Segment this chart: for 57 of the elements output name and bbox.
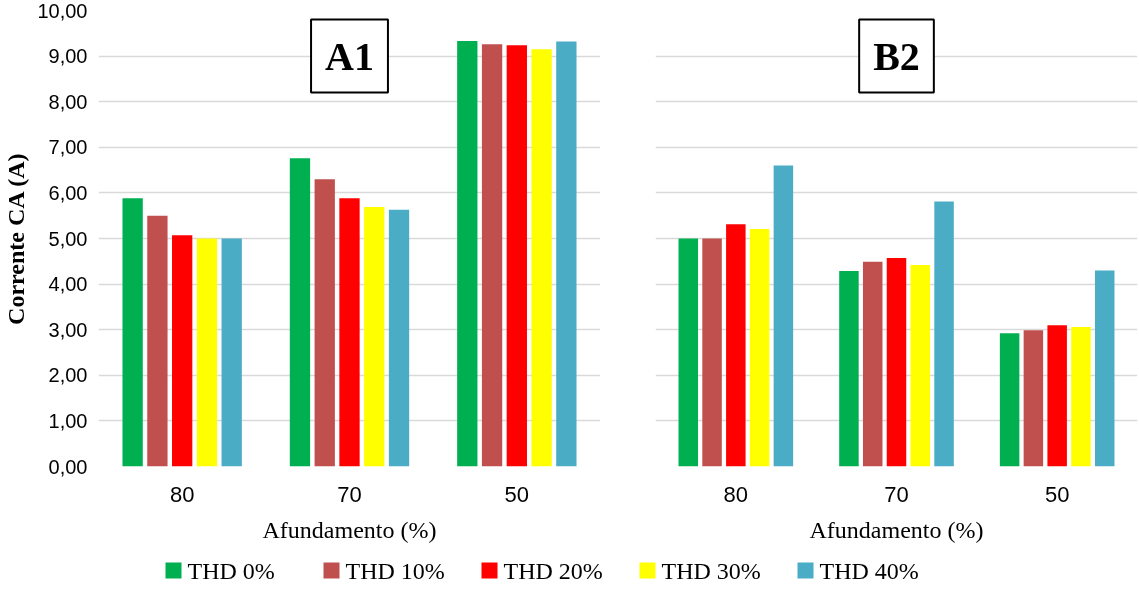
bar xyxy=(702,238,722,467)
y-tick-label: 3,00 xyxy=(48,318,88,341)
text: A1 xyxy=(325,33,374,79)
bar xyxy=(773,165,794,467)
x-axis-title: Afundamento (%) xyxy=(809,516,984,543)
bar xyxy=(678,238,699,467)
bar xyxy=(122,198,143,467)
x-tick-label: 50 xyxy=(504,481,530,507)
y-tick-label: 6,00 xyxy=(48,181,88,204)
bar xyxy=(999,333,1020,467)
legend-label: THD 30% xyxy=(661,557,761,584)
bar xyxy=(506,45,527,467)
y-tick-label: 4,00 xyxy=(48,273,88,296)
x-tick-label: 80 xyxy=(169,481,195,507)
bar xyxy=(147,215,168,467)
bar xyxy=(749,228,770,467)
y-tick-label: 1,00 xyxy=(48,409,88,432)
text: B2 xyxy=(873,33,920,79)
y-tick-label: 10,00 xyxy=(37,0,88,22)
x-axis-title: Afundamento (%) xyxy=(262,516,437,543)
bar xyxy=(862,261,883,467)
legend-label: THD 10% xyxy=(345,557,445,584)
bar xyxy=(314,179,335,467)
bar xyxy=(726,224,746,467)
x-tick-label: 50 xyxy=(1044,481,1070,507)
bar xyxy=(172,235,193,467)
y-axis-title: Corrente CA (A) xyxy=(3,153,30,325)
y-tick-label: 5,00 xyxy=(48,227,88,250)
bar xyxy=(531,49,552,467)
x-tick-label: 80 xyxy=(723,481,749,507)
x-tick-label: 70 xyxy=(884,481,909,507)
bar xyxy=(481,44,503,467)
y-tick-label: 7,00 xyxy=(48,136,88,159)
bar xyxy=(1071,326,1091,467)
bar xyxy=(1047,325,1067,467)
y-tick-label: 0,00 xyxy=(48,455,88,478)
bar xyxy=(289,158,311,467)
bar xyxy=(221,238,242,467)
bar xyxy=(839,270,859,467)
bar xyxy=(1023,330,1044,467)
bar xyxy=(196,238,218,467)
legend-label: THD 0% xyxy=(187,557,275,584)
y-tick-label: 8,00 xyxy=(48,90,88,113)
y-tick-label: 2,00 xyxy=(48,364,88,387)
bar xyxy=(910,264,931,467)
bar xyxy=(556,41,577,467)
bar xyxy=(886,258,907,467)
bar xyxy=(339,198,360,467)
bar xyxy=(364,207,385,467)
bar xyxy=(1094,270,1115,467)
x-tick-label: 70 xyxy=(337,481,362,507)
legend-label: THD 20% xyxy=(503,557,603,584)
bar xyxy=(457,41,478,467)
legend-label: THD 40% xyxy=(819,557,919,584)
bar xyxy=(934,201,954,467)
bar xyxy=(388,209,410,467)
y-tick-label: 9,00 xyxy=(48,45,88,68)
